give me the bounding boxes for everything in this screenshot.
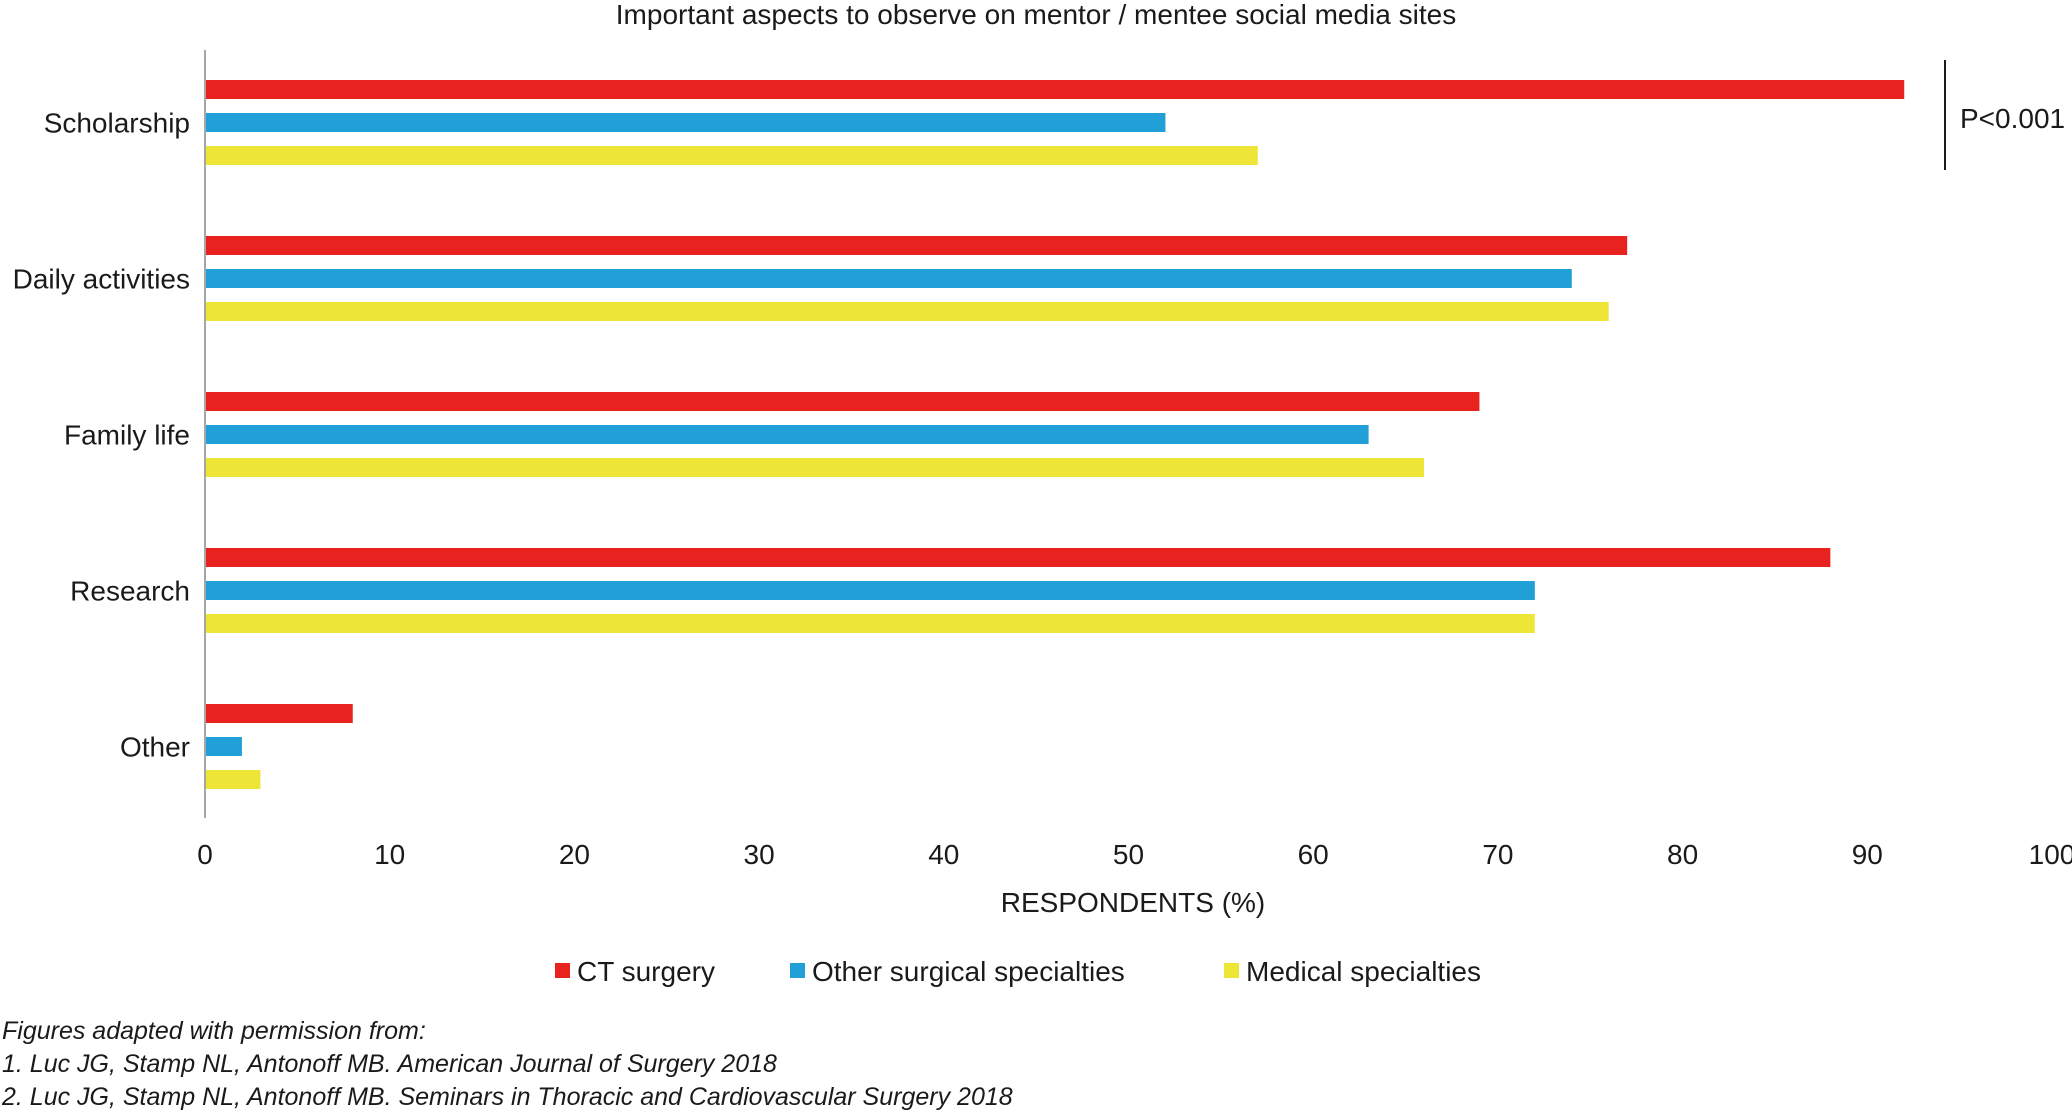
x-tick-label: 20 [559, 839, 590, 870]
y-tick-label: Research [70, 576, 190, 607]
bar [205, 80, 1905, 99]
x-tick-label: 100 [2029, 839, 2072, 870]
legend-label: Medical specialties [1246, 956, 1481, 987]
bar [205, 392, 1480, 411]
legend-label: CT surgery [577, 956, 715, 987]
x-tick-label: 40 [928, 839, 959, 870]
y-tick-label: Family life [64, 420, 190, 451]
bar [205, 302, 1609, 321]
bars-layer [205, 80, 1905, 789]
legend-label: Other surgical specialties [812, 956, 1125, 987]
x-tick-label: 90 [1852, 839, 1883, 870]
bar [205, 458, 1425, 477]
citation-line-1: 1. Luc JG, Stamp NL, Antonoff MB. Americ… [2, 1050, 777, 1078]
x-tick-label: 30 [744, 839, 775, 870]
bar [205, 113, 1166, 132]
x-tick-label: 50 [1113, 839, 1144, 870]
bar [205, 548, 1831, 567]
x-tick-label: 80 [1667, 839, 1698, 870]
bar [205, 236, 1628, 255]
y-axis-labels: Scholarship Daily activities Family life Re… [13, 108, 190, 763]
y-tick-label: Other [120, 732, 190, 763]
x-axis-label: RESPONDENTS (%) [1001, 887, 1265, 918]
x-tick-label: 60 [1298, 839, 1329, 870]
citation-line-2: 2. Luc JG, Stamp NL, Antonoff MB. Semina… [2, 1083, 1013, 1111]
legend-swatch [790, 963, 805, 978]
y-tick-label: Scholarship [44, 108, 190, 139]
citation-heading: Figures adapted with permission from: [2, 1017, 426, 1045]
bar [205, 425, 1369, 444]
bar [205, 614, 1535, 633]
x-tick-label: 0 [197, 839, 213, 870]
bar [205, 269, 1572, 288]
p-value-annotation: P<0.001 [1960, 103, 2065, 134]
bar [205, 770, 261, 789]
x-tick-label: 70 [1482, 839, 1513, 870]
bar [205, 581, 1535, 600]
bar [205, 737, 242, 756]
legend: CT surgery Other surgical specialties Medi… [555, 956, 1481, 987]
x-axis-ticks: 0 10 20 30 40 50 60 70 80 90 100 [197, 839, 2072, 870]
y-tick-label: Daily activities [13, 264, 190, 295]
legend-swatch [1224, 963, 1239, 978]
bar [205, 704, 353, 723]
bar [205, 146, 1258, 165]
legend-swatch [555, 963, 570, 978]
x-tick-label: 10 [374, 839, 405, 870]
chart-title: Important aspects to observe on mentor /… [616, 0, 1456, 30]
